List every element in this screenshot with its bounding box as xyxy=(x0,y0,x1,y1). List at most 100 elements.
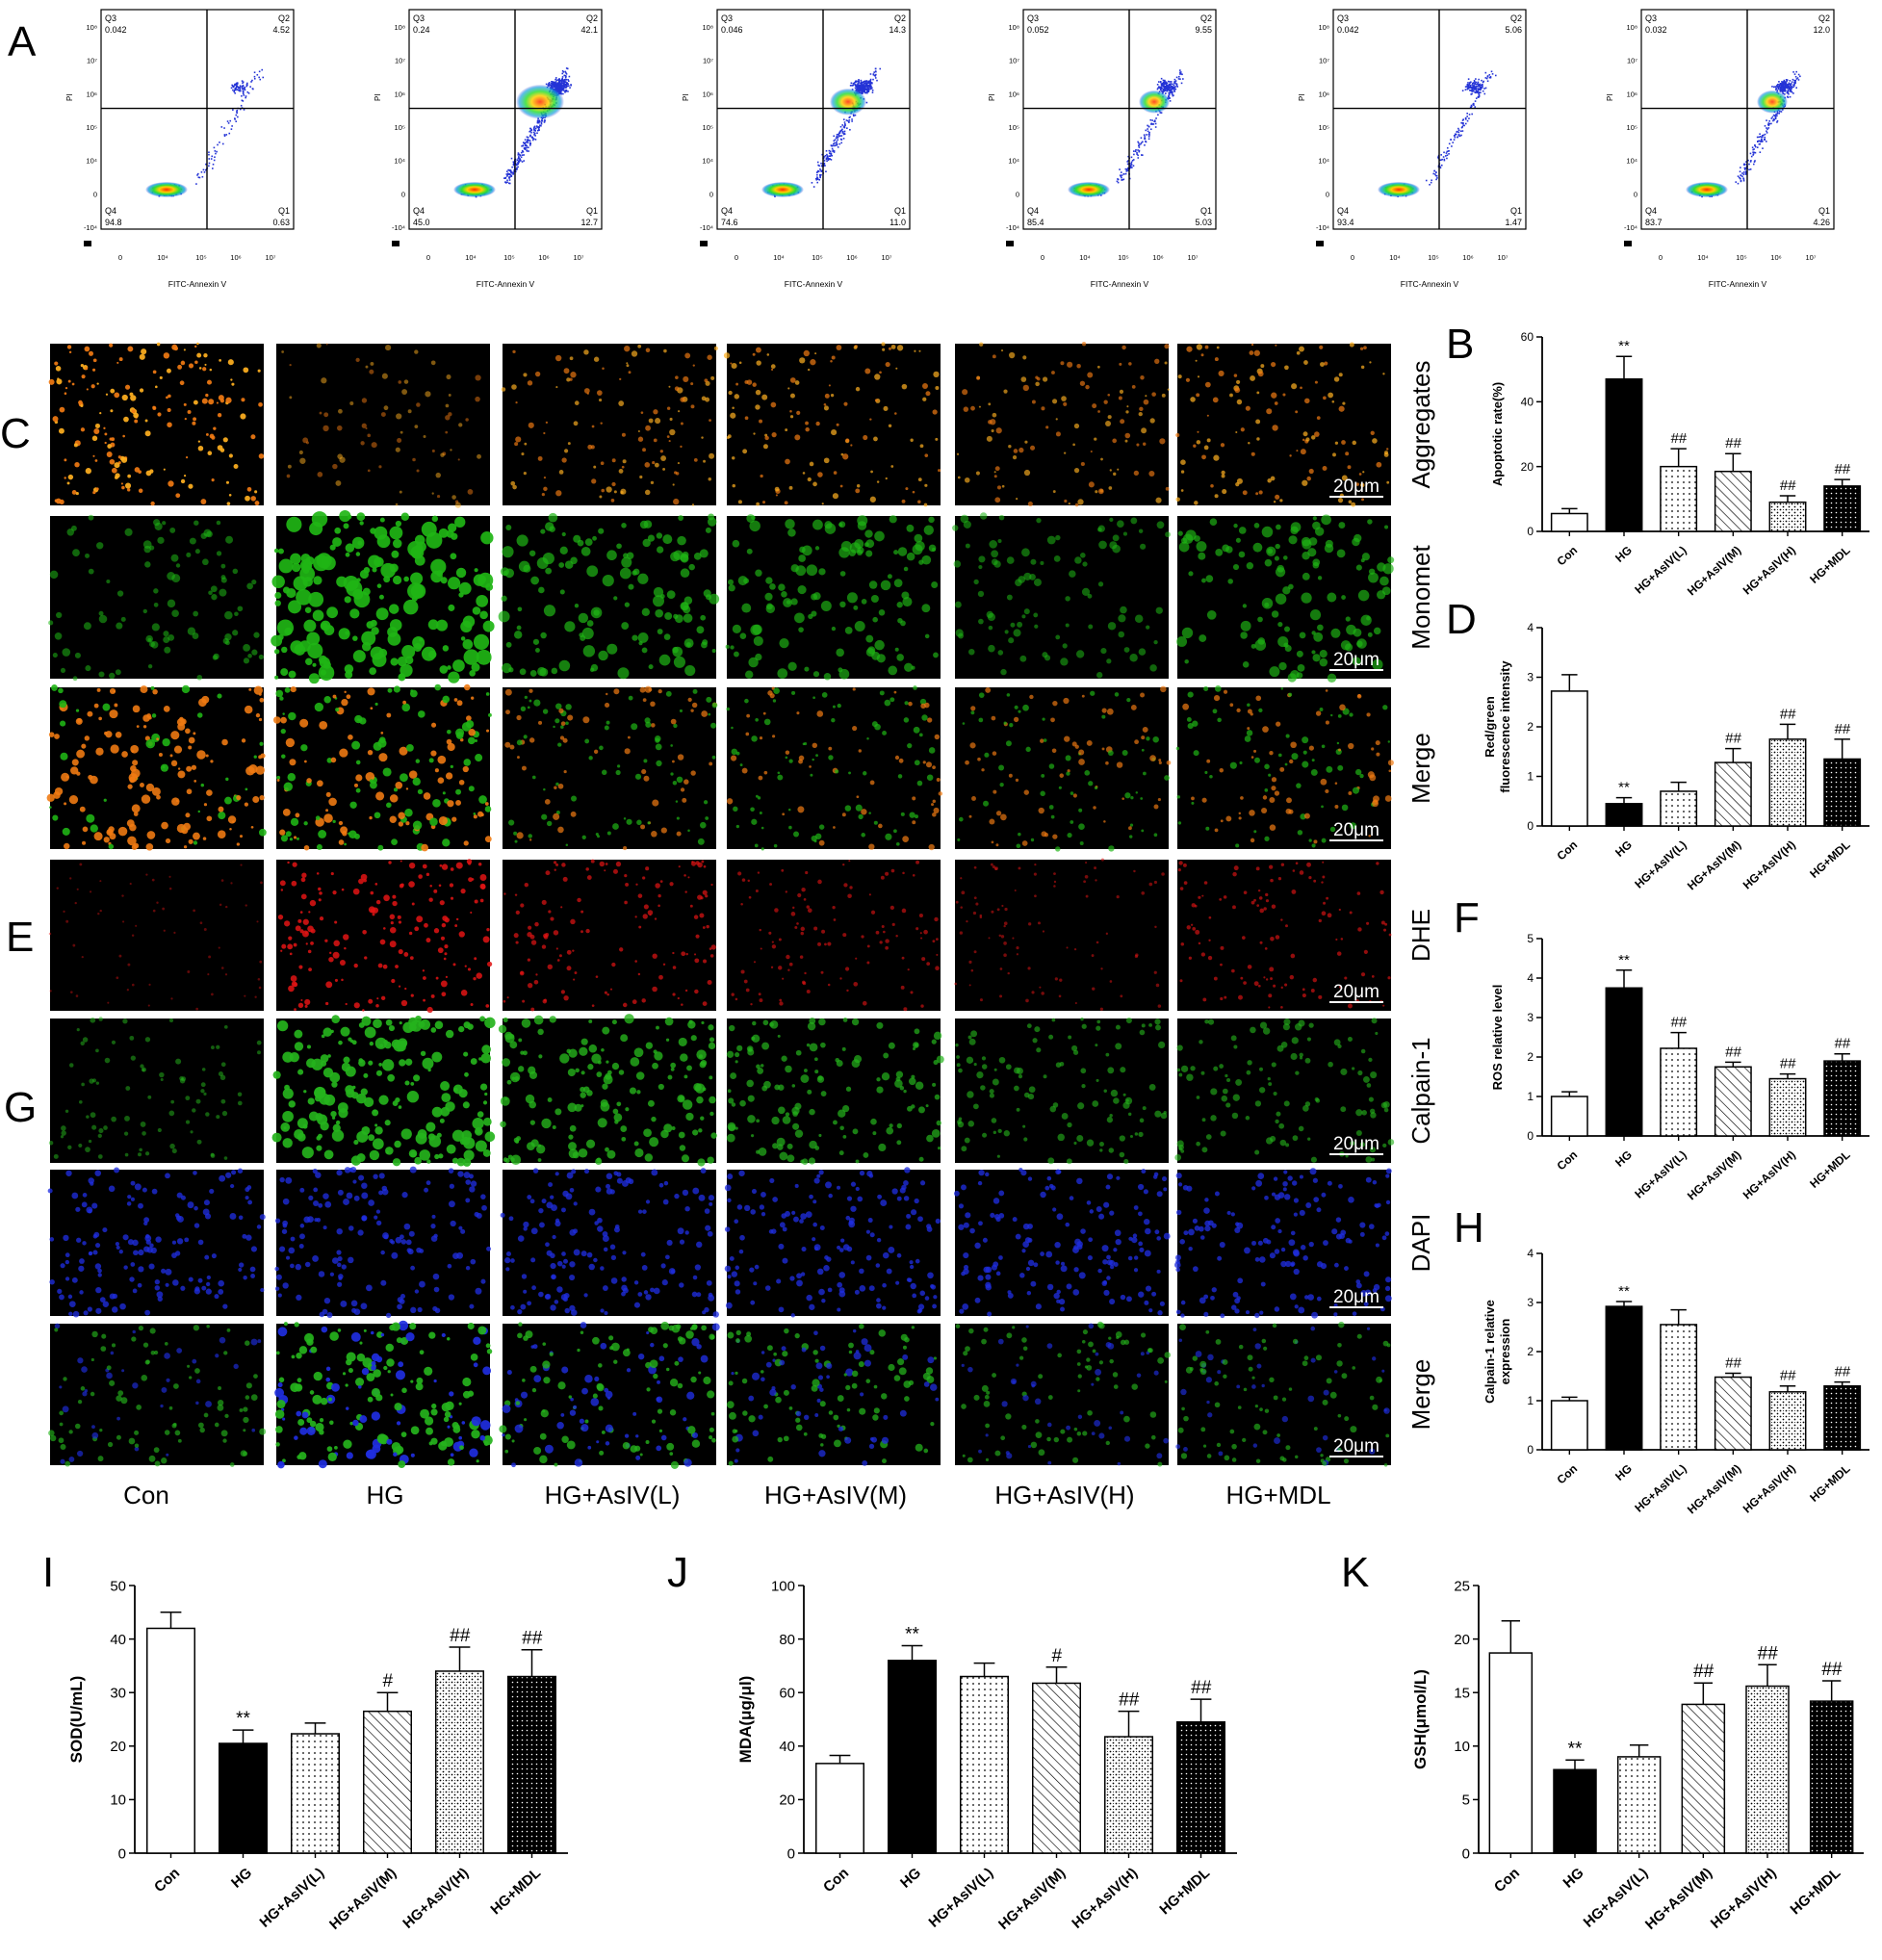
flow-y-tick-label: 10⁵ xyxy=(1009,123,1019,132)
flow-y-tick-label: 0 xyxy=(93,190,97,198)
flow-dot xyxy=(1740,167,1741,168)
flow-dot xyxy=(520,160,522,162)
flow-dot xyxy=(1122,178,1125,181)
flow-dot xyxy=(1745,161,1747,163)
flow-dot xyxy=(508,176,511,178)
flow-dot xyxy=(864,88,867,90)
flow-dot xyxy=(231,85,234,88)
flow-dot xyxy=(835,137,838,140)
flow-dot xyxy=(1779,89,1782,90)
flow-dot xyxy=(832,144,834,147)
flow-dot xyxy=(518,161,520,164)
fluorescence-speck xyxy=(163,468,166,471)
flow-dot xyxy=(1151,119,1153,121)
fluorescence-speck xyxy=(398,380,402,384)
flow-dot xyxy=(557,89,560,91)
flow-dot xyxy=(235,89,237,91)
flow-dot xyxy=(1170,88,1173,90)
flow-dot xyxy=(220,126,223,128)
flow-dot xyxy=(554,84,557,86)
flow-dot xyxy=(1793,82,1795,84)
flow-dot xyxy=(856,85,858,87)
flow-dot xyxy=(1479,89,1482,91)
flow-dot xyxy=(858,79,860,81)
flow-dot xyxy=(237,86,239,89)
flow-dot xyxy=(557,79,559,82)
flow-dot xyxy=(1132,159,1135,161)
fluorescence-speck xyxy=(92,358,97,363)
flow-dot xyxy=(1121,178,1124,181)
flow-dot xyxy=(1789,86,1792,89)
flow-dot xyxy=(516,168,518,170)
flow-dot xyxy=(1167,88,1170,90)
flow-x-axis-label: FITC-Annexin V xyxy=(785,279,843,289)
quadrant-name-q2: Q2 xyxy=(1510,13,1522,23)
flow-dot xyxy=(1440,154,1442,156)
flow-dot xyxy=(565,81,567,83)
flow-dot xyxy=(567,85,570,87)
fluorescence-speck xyxy=(400,430,403,434)
fluorescence-speck xyxy=(163,352,170,359)
flow-y-tick-label: 10⁵ xyxy=(1319,123,1329,132)
flow-dot xyxy=(1753,148,1755,150)
flow-y-tick-label: 10⁵ xyxy=(87,123,97,132)
flow-dot xyxy=(527,136,529,139)
flow-dot xyxy=(1171,91,1173,94)
flow-dot xyxy=(534,135,536,137)
flow-dot xyxy=(561,85,563,88)
flow-dot xyxy=(512,161,515,164)
flow-dot xyxy=(1758,140,1760,142)
fluorescence-speck xyxy=(194,345,197,348)
flow-x-tick-label: 10⁴ xyxy=(1697,253,1709,262)
flow-dot xyxy=(1750,155,1753,158)
flow-x-tick-label: 10⁶ xyxy=(1462,253,1473,262)
flow-dot xyxy=(1446,154,1449,157)
flow-dot xyxy=(1782,85,1785,87)
flow-dot xyxy=(1169,97,1171,99)
flow-dot xyxy=(864,85,866,87)
flow-dot xyxy=(551,83,553,85)
flow-dot xyxy=(830,144,833,146)
flow-dot xyxy=(1435,178,1437,181)
flow-dot xyxy=(1170,90,1173,93)
flow-dot xyxy=(816,177,819,179)
flow-dot xyxy=(843,125,846,127)
flow-dot xyxy=(1175,83,1178,85)
flow-dot xyxy=(229,119,232,122)
flow-dot xyxy=(242,90,245,92)
quadrant-name-q1: Q1 xyxy=(278,206,290,216)
flow-x-axis-label: FITC-Annexin V xyxy=(477,279,535,289)
fluorescence-speck xyxy=(193,400,198,405)
flow-dot xyxy=(1740,174,1742,176)
flow-dot xyxy=(235,120,238,122)
flow-dot xyxy=(1774,116,1777,118)
flow-dot xyxy=(1789,90,1792,92)
quadrant-value-q1: 5.03 xyxy=(1195,218,1212,227)
flow-dot xyxy=(1771,86,1773,88)
flow-dot xyxy=(1752,151,1754,153)
flow-dot xyxy=(1168,87,1171,90)
flow-dot xyxy=(242,100,245,102)
flow-dot xyxy=(506,173,509,176)
flow-dot xyxy=(253,71,256,74)
flow-dot xyxy=(1793,83,1796,85)
flow-dot xyxy=(837,137,839,139)
flow-dot xyxy=(522,150,524,153)
flow-dot xyxy=(1138,144,1140,147)
fluorescence-speck xyxy=(193,417,197,422)
flow-dot xyxy=(842,118,845,120)
flow-dot xyxy=(1166,88,1169,90)
flow-dot xyxy=(1751,146,1754,149)
flow-dot xyxy=(1477,82,1479,85)
flow-dot xyxy=(868,83,871,86)
flow-dot xyxy=(1750,160,1752,162)
fluorescence-speck xyxy=(225,480,230,484)
flow-dot xyxy=(524,148,527,151)
fluorescence-speck xyxy=(213,426,217,430)
flow-dot xyxy=(1783,86,1786,88)
flow-x-tick-label: 0 xyxy=(735,253,738,262)
flow-dot xyxy=(1752,163,1755,166)
flow-dot xyxy=(1170,81,1173,83)
quadrant-value-q1: 0.63 xyxy=(272,218,290,227)
flow-dot xyxy=(825,158,828,161)
